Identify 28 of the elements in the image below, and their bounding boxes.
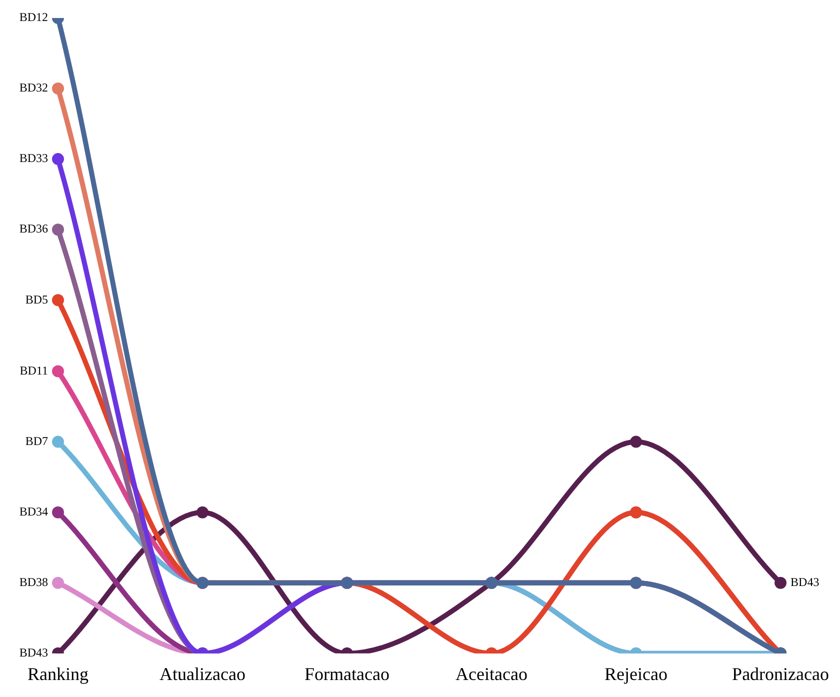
series-label: BD38 (19, 575, 48, 590)
series-label: BD34 (19, 504, 48, 518)
series-label: BD7 (25, 434, 48, 448)
point (52, 436, 64, 448)
text: BD43 (19, 646, 48, 660)
series-label: BD11 (20, 363, 48, 378)
point (52, 153, 64, 166)
point (52, 506, 64, 518)
x-tick-label: Formatacao (304, 664, 390, 684)
point (52, 294, 64, 306)
series-label: BD36 (19, 222, 48, 236)
point (52, 365, 64, 378)
point (52, 224, 64, 236)
point (630, 436, 642, 448)
x-tick-label: Rejeicao (604, 664, 668, 684)
x-tick-label: Aceitacao (456, 664, 528, 684)
series-label: BD32 (19, 80, 48, 95)
series-label: BD33 (19, 151, 48, 166)
x-tick-label: Padronizacao (732, 664, 829, 684)
series-label: BD12 (19, 10, 48, 24)
x-tick-label: Atualizacao (160, 664, 246, 684)
point (52, 82, 64, 95)
series-label: BD43 (790, 575, 820, 590)
point (196, 506, 209, 518)
point (52, 576, 64, 589)
x-tick-label: Ranking (28, 664, 88, 684)
series-label: BD5 (25, 292, 48, 306)
point (774, 576, 787, 589)
